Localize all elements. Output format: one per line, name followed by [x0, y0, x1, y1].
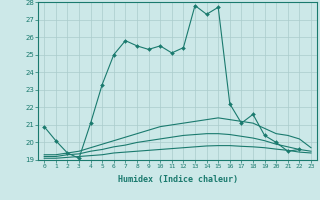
X-axis label: Humidex (Indice chaleur): Humidex (Indice chaleur): [118, 175, 238, 184]
